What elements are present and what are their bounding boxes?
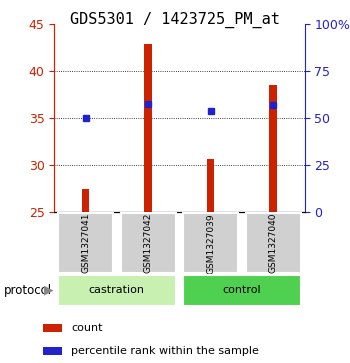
Text: ▶: ▶ [43, 284, 53, 297]
Text: GSM1327041: GSM1327041 [81, 213, 90, 273]
Text: GSM1327040: GSM1327040 [269, 213, 278, 273]
Bar [82, 189, 89, 212]
Bar [58, 213, 113, 273]
Text: castration: castration [89, 285, 145, 295]
Bar [207, 159, 215, 212]
Bar [43, 324, 62, 332]
Text: GDS5301 / 1423725_PM_at: GDS5301 / 1423725_PM_at [70, 12, 280, 28]
Bar [58, 274, 176, 306]
Bar [183, 274, 301, 306]
Text: protocol: protocol [4, 284, 52, 297]
Bar [246, 213, 301, 273]
Text: count: count [71, 323, 103, 333]
Bar [120, 213, 176, 273]
Text: percentile rank within the sample: percentile rank within the sample [71, 346, 259, 356]
Text: GSM1327039: GSM1327039 [206, 213, 215, 274]
Bar [43, 347, 62, 355]
Text: GSM1327042: GSM1327042 [144, 213, 153, 273]
Bar [144, 44, 152, 212]
Bar [183, 213, 238, 273]
Bar [270, 85, 277, 212]
Text: control: control [223, 285, 261, 295]
